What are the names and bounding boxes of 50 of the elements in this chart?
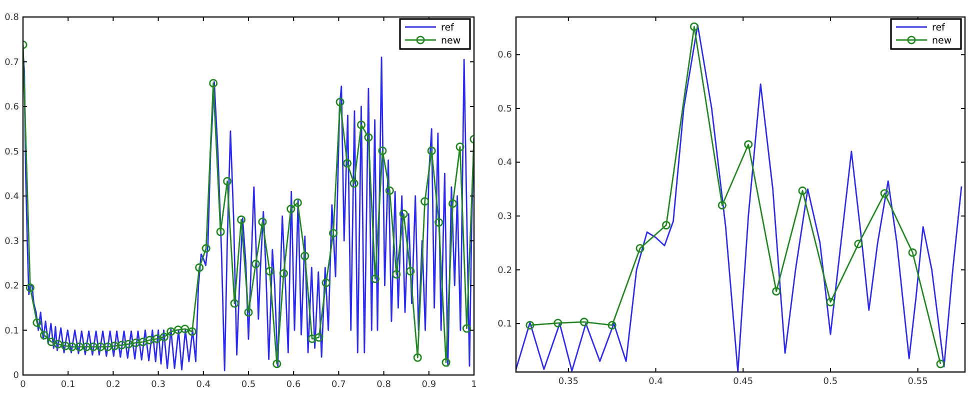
point [798,186,807,196]
y-tick-label: 0.8 [4,13,20,23]
x-tick-label: 0.5 [241,380,256,390]
point [690,22,698,31]
legend-label: ref [932,22,946,34]
point [936,360,945,368]
y-tick-label: 0.3 [4,236,19,247]
y-tick-label: 0.4 [4,192,20,202]
y-tick-label: 0.7 [4,58,19,68]
x-tick-label: 0.35 [558,377,578,387]
x-tick-label: 0.7 [332,380,346,390]
legend-label: new [441,36,461,46]
x-tick-label: 0.3 [151,380,166,390]
point [662,220,671,230]
x-tick-label: 0.9 [422,380,436,390]
x-tick-label: 0.4 [648,377,664,387]
point [554,318,562,328]
x-tick-label: 0.6 [286,380,302,390]
point [744,140,753,149]
point [880,189,889,198]
point [772,287,781,296]
y-tick-label: 0.2 [4,282,19,292]
point [854,240,863,248]
x-tick-label: 0.2 [106,380,120,390]
x-tick-label: 0 [20,380,26,390]
point [718,200,726,210]
y-tick-label: 0.2 [498,266,512,276]
y-tick-label: 0.3 [498,212,512,222]
point [826,298,835,306]
y-tick-label: 0.1 [4,326,19,336]
point [608,320,616,330]
x-tick-label: 0.8 [376,380,392,390]
legend-label: ref [441,22,455,34]
y-tick-label: 0.1 [498,320,512,330]
legend-label: new [932,36,952,46]
x-tick-label: 1 [471,380,477,390]
y-tick-label: 0.5 [4,147,19,158]
x-tick-label: 0.45 [733,377,754,387]
x-tick-label: 0.4 [196,380,211,390]
x-tick-label: 0.1 [60,380,76,390]
y-tick-label: 0.6 [498,50,512,61]
y-tick-label: 0.4 [498,158,512,168]
y-tick-label: 0.5 [498,104,512,114]
x-tick-label: 0.5 [823,377,838,387]
point [908,248,917,257]
point [580,318,588,326]
x-tick-label: 0.55 [908,377,928,387]
y-tick-label: 0.6 [4,102,20,112]
point [636,244,644,253]
point [526,320,534,330]
